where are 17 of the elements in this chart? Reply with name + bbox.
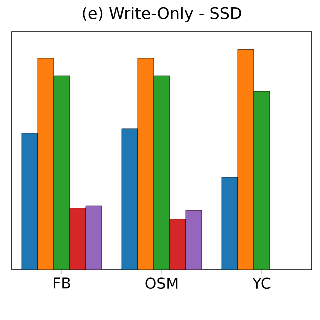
bar bbox=[138, 58, 154, 270]
bar bbox=[54, 76, 70, 270]
bar bbox=[170, 219, 186, 270]
x-tick-label: FB bbox=[54, 278, 70, 289]
bar bbox=[38, 58, 54, 270]
bar bbox=[70, 208, 86, 270]
bar bbox=[154, 76, 170, 270]
bar bbox=[254, 91, 270, 270]
x-tick-label: OSM bbox=[146, 278, 178, 290]
bar bbox=[122, 128, 138, 270]
bar bbox=[238, 49, 254, 270]
x-tick-label: YC bbox=[252, 278, 271, 290]
chart-title: (e) Write-Only - SSD bbox=[83, 7, 242, 22]
bar bbox=[186, 210, 202, 270]
bar bbox=[22, 133, 38, 270]
bar bbox=[222, 177, 238, 270]
bar bbox=[86, 206, 102, 270]
